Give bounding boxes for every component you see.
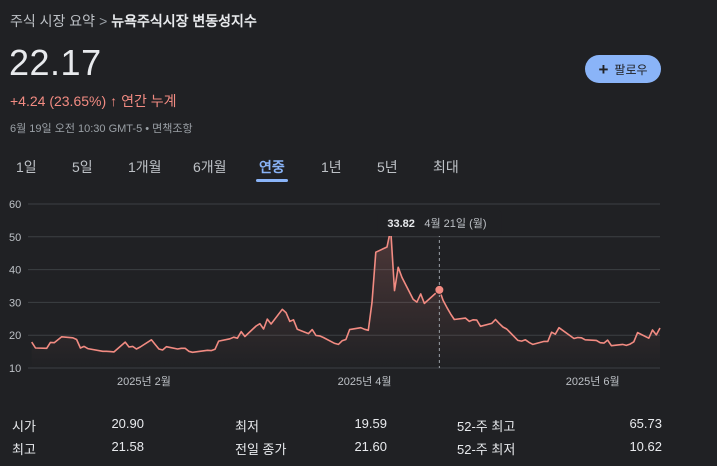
x-tick-label: 2025년 6월 xyxy=(566,375,620,388)
y-tick-label: 20 xyxy=(9,330,21,342)
tab-max[interactable]: 최대 xyxy=(433,159,459,175)
tab-1m[interactable]: 1개월 xyxy=(128,159,162,175)
range-tabs: 1일 5일 1개월 6개월 연중 1년 5년 최대 xyxy=(0,157,717,185)
stat-52w-low-value: 10.62 xyxy=(629,439,662,454)
x-tick-label: 2025년 4월 xyxy=(338,375,392,388)
follow-button-label: 팔로우 xyxy=(614,62,648,77)
tab-1d[interactable]: 1일 xyxy=(16,159,37,175)
plus-icon: + xyxy=(598,59,609,79)
stat-open-label: 시가 xyxy=(12,419,36,434)
stat-prev-close-label: 전일 종가 xyxy=(235,442,287,457)
price-chart[interactable]: 10 20 30 40 50 60 2025년 2월 2025년 4월 2025년 6월 33.8… xyxy=(0,190,717,400)
follow-button[interactable]: + 팔로우 xyxy=(585,55,661,83)
stat-52w-low-label: 52-주 최저 xyxy=(457,442,516,457)
price-chart-svg: 10 20 30 40 50 60 2025년 2월 2025년 4월 2025년 6월 33.8… xyxy=(9,199,661,388)
tab-5y[interactable]: 5년 xyxy=(377,159,398,175)
x-tick-label: 2025년 2월 xyxy=(117,375,171,388)
stat-52w-high-label: 52-주 최고 xyxy=(457,419,516,434)
y-tick-label: 50 xyxy=(9,232,21,244)
current-price: 22.17 xyxy=(9,42,102,83)
price-change-period: 연간 누계 xyxy=(121,93,177,109)
stats-table: 시가 20.90 최저 19.59 52-주 최고 65.73 최고 21.58… xyxy=(0,406,717,466)
price-area xyxy=(31,229,660,368)
tooltip-value: 33.82 xyxy=(387,218,415,230)
arrow-up-icon: ↑ xyxy=(110,93,118,109)
y-tick-label: 10 xyxy=(9,363,21,375)
stat-low-value: 19.59 xyxy=(354,416,387,431)
tab-ytd[interactable]: 연중 xyxy=(256,159,288,182)
tooltip-box xyxy=(377,210,502,236)
tab-1y[interactable]: 1년 xyxy=(321,159,342,175)
stat-high-value: 21.58 xyxy=(111,439,144,454)
breadcrumb: 주식 시장 요약 > 뉴욕주식시장 변동성지수 xyxy=(10,11,257,31)
breadcrumb-current: 뉴욕주식시장 변동성지수 xyxy=(111,13,257,29)
stat-open-value: 20.90 xyxy=(111,416,144,431)
y-tick-label: 60 xyxy=(9,199,21,211)
price-change: +4.24 (23.65%) ↑ 연간 누계 xyxy=(10,91,177,111)
tab-6m[interactable]: 6개월 xyxy=(193,159,227,175)
hover-point xyxy=(434,284,445,295)
tooltip-date: 4월 21일 (월) xyxy=(424,216,486,230)
quote-timestamp: 6월 19일 오전 10:30 GMT-5 • 면책조항 xyxy=(10,123,193,135)
y-tick-label: 40 xyxy=(9,265,21,277)
price-line xyxy=(31,228,661,354)
stat-52w-high-value: 65.73 xyxy=(629,416,662,431)
tab-5d[interactable]: 5일 xyxy=(72,159,93,175)
breadcrumb-separator: > xyxy=(99,13,108,29)
breadcrumb-parent-link[interactable]: 주식 시장 요약 xyxy=(10,13,96,29)
stat-low-label: 최저 xyxy=(235,419,259,434)
stat-prev-close-value: 21.60 xyxy=(354,439,387,454)
price-change-value: +4.24 (23.65%) xyxy=(10,93,107,109)
stat-high-label: 최고 xyxy=(12,442,36,457)
y-tick-label: 30 xyxy=(9,297,21,309)
